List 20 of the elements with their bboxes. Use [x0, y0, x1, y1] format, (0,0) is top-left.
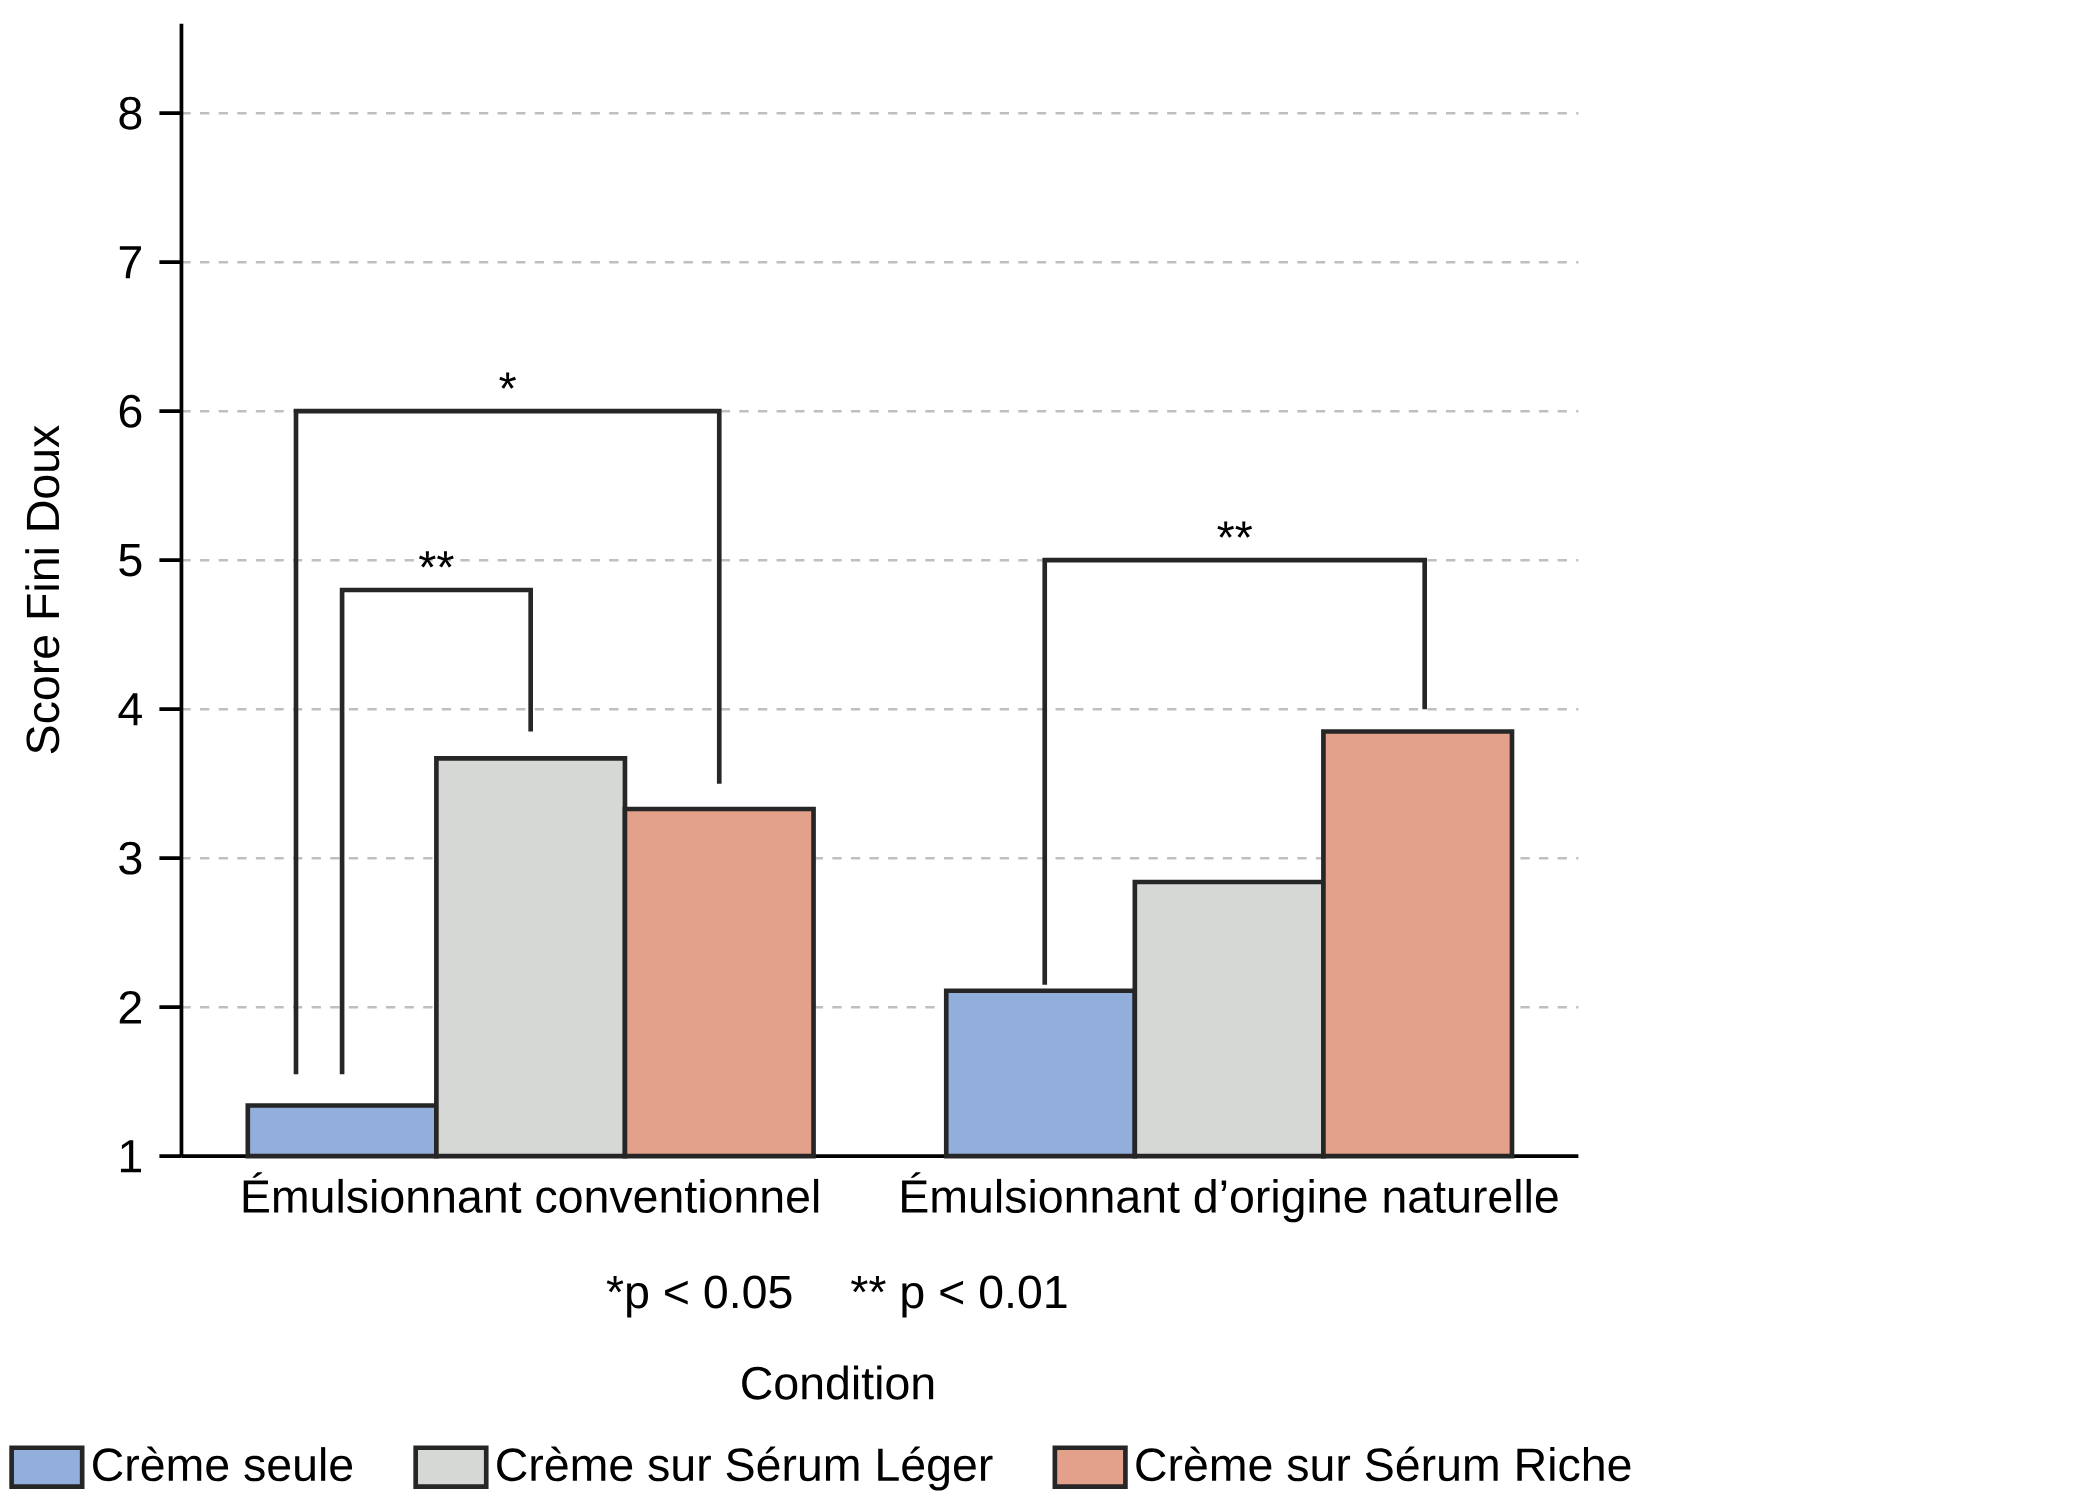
annotation: **: [1217, 521, 1253, 538]
text: ** p < 0.01: [851, 1275, 1067, 1318]
y-tick-label: 4: [118, 693, 142, 726]
text: *p < 0.05: [606, 1275, 792, 1318]
legend-label: Crème sur Sérum Léger: [497, 1446, 993, 1491]
x-tick-label: Émulsionnant d’origine naturelle: [902, 1172, 1558, 1223]
y-tick-label: 1: [120, 1140, 142, 1173]
annotation: **: [419, 551, 454, 568]
legend-label: Crème seule: [93, 1446, 353, 1482]
x-tick-label: Émulsionnant conventionnel: [243, 1172, 819, 1213]
y-tick-label: 7: [119, 246, 141, 279]
y-tick-label: 3: [119, 841, 142, 875]
legend-label: Crème sur Sérum Riche: [1136, 1446, 1631, 1482]
y-tick-label: 8: [119, 96, 142, 130]
y-tick-label: 6: [119, 394, 142, 428]
y-axis-title: Score Fini Doux: [25, 425, 60, 754]
x-axis-title: Condition: [742, 1365, 934, 1400]
y-tick-label: 2: [119, 990, 141, 1024]
y-tick-label: 5: [119, 543, 142, 577]
annotation: *: [499, 372, 516, 389]
